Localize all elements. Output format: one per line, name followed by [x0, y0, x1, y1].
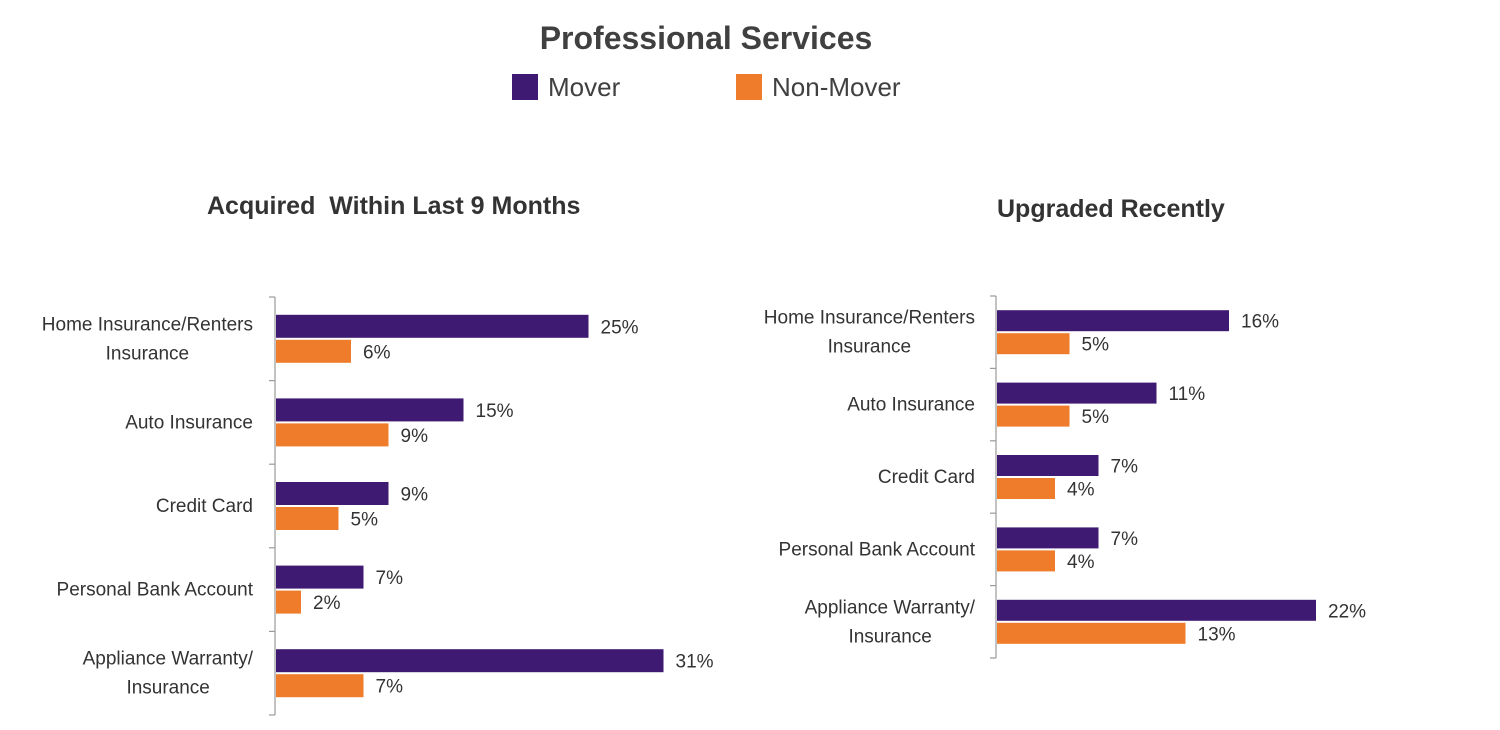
bar-non-mover-1-3: [997, 550, 1055, 572]
bar-mover-0-2: [276, 482, 389, 505]
bar-non-mover-0-0: [276, 339, 351, 363]
bar-mover-1-0: [997, 310, 1229, 332]
data-label-mover-1-4: 22%: [1328, 601, 1366, 622]
data-label-mover-0-1: 15%: [476, 401, 514, 422]
data-label-non-mover-1-1: 5%: [1082, 407, 1110, 428]
panel-title-upgraded: Upgraded Recently: [997, 195, 1225, 223]
bar-non-mover-1-0: [997, 333, 1070, 355]
bar-non-mover-0-3: [276, 590, 301, 614]
bar-mover-0-4: [276, 649, 664, 673]
data-label-non-mover-1-4: 13%: [1198, 624, 1236, 645]
bar-non-mover-0-4: [276, 674, 364, 698]
data-label-mover-0-2: 9%: [401, 485, 429, 506]
data-label-non-mover-1-0: 5%: [1082, 335, 1110, 356]
legend-label-mover: Mover: [548, 71, 621, 102]
bar-mover-0-3: [276, 565, 364, 589]
category-label-0-0-0: Home Insurance/Renters: [42, 314, 253, 335]
category-label-1-2-0: Credit Card: [878, 467, 975, 488]
legend-label-non-mover: Non-Mover: [772, 71, 901, 102]
bar-mover-1-3: [997, 527, 1099, 549]
data-label-non-mover-0-4: 7%: [376, 677, 404, 698]
category-label-1-0-1: Insurance: [828, 337, 911, 358]
panel-title-acquired: Acquired Within Last 9 Months: [207, 192, 581, 220]
bar-non-mover-1-4: [997, 622, 1186, 644]
category-label-1-4-0: Appliance Warranty/: [805, 597, 976, 618]
data-label-non-mover-0-1: 9%: [401, 426, 429, 447]
data-label-mover-1-3: 7%: [1111, 529, 1139, 550]
category-label-0-1-0: Auto Insurance: [125, 412, 253, 433]
data-label-mover-1-2: 7%: [1111, 457, 1139, 478]
data-label-non-mover-0-2: 5%: [351, 510, 379, 531]
category-label-0-4-0: Appliance Warranty/: [83, 649, 254, 670]
category-label-1-1-0: Auto Insurance: [847, 395, 975, 416]
bar-mover-1-2: [997, 455, 1099, 476]
category-label-0-4-1: Insurance: [126, 678, 209, 699]
bar-non-mover-1-1: [997, 405, 1070, 427]
bar-mover-0-1: [276, 398, 464, 422]
bar-non-mover-1-2: [997, 478, 1055, 499]
bar-mover-1-1: [997, 382, 1157, 404]
data-label-mover-1-1: 11%: [1169, 384, 1206, 405]
bar-mover-1-4: [997, 599, 1316, 621]
category-label-1-3-0: Personal Bank Account: [779, 539, 976, 560]
bar-non-mover-0-1: [276, 423, 389, 447]
legend-swatch-non-mover: [736, 74, 762, 100]
legend-item-non-mover: Non-Mover: [736, 70, 901, 104]
data-label-non-mover-1-2: 4%: [1067, 480, 1095, 501]
category-label-1-4-1: Insurance: [848, 626, 931, 647]
data-label-mover-0-4: 31%: [676, 652, 714, 673]
category-label-0-2-0: Credit Card: [156, 496, 253, 517]
data-label-mover-1-0: 16%: [1241, 312, 1279, 333]
category-label-1-0-0: Home Insurance/Renters: [764, 308, 975, 329]
data-label-non-mover-0-0: 6%: [363, 342, 391, 363]
bar-non-mover-0-2: [276, 507, 339, 530]
data-label-mover-0-0: 25%: [601, 317, 639, 338]
chart-title: Professional Services: [539, 20, 873, 56]
legend-item-mover: Mover: [512, 70, 620, 104]
data-label-non-mover-0-3: 2%: [313, 593, 341, 614]
data-label-non-mover-1-3: 4%: [1067, 552, 1095, 573]
data-label-mover-0-3: 7%: [376, 568, 404, 589]
legend-swatch-mover: [512, 74, 538, 100]
category-label-0-3-0: Personal Bank Account: [57, 580, 254, 601]
bar-mover-0-0: [276, 314, 589, 338]
category-label-0-0-1: Insurance: [106, 343, 189, 364]
